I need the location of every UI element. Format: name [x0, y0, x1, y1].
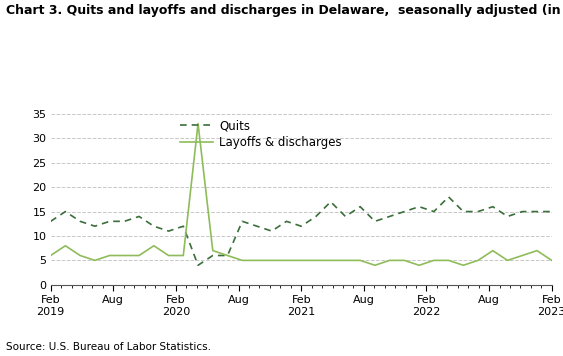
Quits [269, 229, 275, 233]
Layoffs & discharges [136, 253, 142, 258]
Quits [504, 214, 511, 219]
Layoffs & discharges [92, 258, 99, 262]
Layoffs & discharges [548, 258, 555, 262]
Quits [180, 224, 187, 228]
Quits [445, 195, 452, 199]
Quits [327, 200, 334, 204]
Layoffs & discharges [106, 253, 113, 258]
Quits [209, 253, 216, 258]
Quits [357, 205, 364, 209]
Quits [165, 229, 172, 233]
Quits [92, 224, 99, 228]
Layoffs & discharges [504, 258, 511, 262]
Layoffs & discharges [401, 258, 408, 262]
Layoffs & discharges [489, 248, 496, 253]
Quits [283, 219, 290, 224]
Quits [431, 209, 437, 214]
Layoffs & discharges [372, 263, 378, 267]
Layoffs & discharges [224, 253, 231, 258]
Quits [372, 219, 378, 224]
Layoffs & discharges [519, 253, 526, 258]
Layoffs & discharges [209, 248, 216, 253]
Layoffs & discharges [342, 258, 349, 262]
Layoffs & discharges [47, 253, 54, 258]
Layoffs & discharges [298, 258, 305, 262]
Text: Chart 3. Quits and layoffs and discharges in Delaware,  seasonally adjusted (in : Chart 3. Quits and layoffs and discharge… [6, 4, 563, 17]
Quits [548, 209, 555, 214]
Quits [253, 224, 260, 228]
Layoffs & discharges [312, 258, 319, 262]
Quits [489, 205, 496, 209]
Text: Source: U.S. Bureau of Labor Statistics.: Source: U.S. Bureau of Labor Statistics. [6, 342, 211, 352]
Layoffs & discharges [460, 263, 467, 267]
Line: Layoffs & discharges: Layoffs & discharges [51, 124, 552, 265]
Layoffs & discharges [62, 244, 69, 248]
Quits [460, 209, 467, 214]
Quits [47, 219, 54, 224]
Layoffs & discharges [269, 258, 275, 262]
Quits [475, 209, 481, 214]
Quits [121, 219, 128, 224]
Layoffs & discharges [121, 253, 128, 258]
Layoffs & discharges [475, 258, 481, 262]
Quits [519, 209, 526, 214]
Quits [312, 214, 319, 219]
Legend: Quits, Layoffs & discharges: Quits, Layoffs & discharges [180, 120, 342, 150]
Layoffs & discharges [327, 258, 334, 262]
Layoffs & discharges [180, 253, 187, 258]
Layoffs & discharges [431, 258, 437, 262]
Layoffs & discharges [150, 244, 157, 248]
Quits [342, 214, 349, 219]
Layoffs & discharges [415, 263, 422, 267]
Layoffs & discharges [195, 121, 202, 126]
Layoffs & discharges [357, 258, 364, 262]
Layoffs & discharges [386, 258, 393, 262]
Quits [150, 224, 157, 228]
Quits [106, 219, 113, 224]
Layoffs & discharges [253, 258, 260, 262]
Layoffs & discharges [165, 253, 172, 258]
Layoffs & discharges [77, 253, 83, 258]
Quits [239, 219, 245, 224]
Quits [298, 224, 305, 228]
Layoffs & discharges [283, 258, 290, 262]
Quits [62, 209, 69, 214]
Quits [136, 214, 142, 219]
Quits [195, 263, 202, 267]
Line: Quits: Quits [51, 197, 552, 265]
Quits [534, 209, 540, 214]
Quits [386, 214, 393, 219]
Quits [401, 209, 408, 214]
Layoffs & discharges [445, 258, 452, 262]
Layoffs & discharges [534, 248, 540, 253]
Quits [415, 205, 422, 209]
Layoffs & discharges [239, 258, 245, 262]
Quits [77, 219, 83, 224]
Quits [224, 253, 231, 258]
